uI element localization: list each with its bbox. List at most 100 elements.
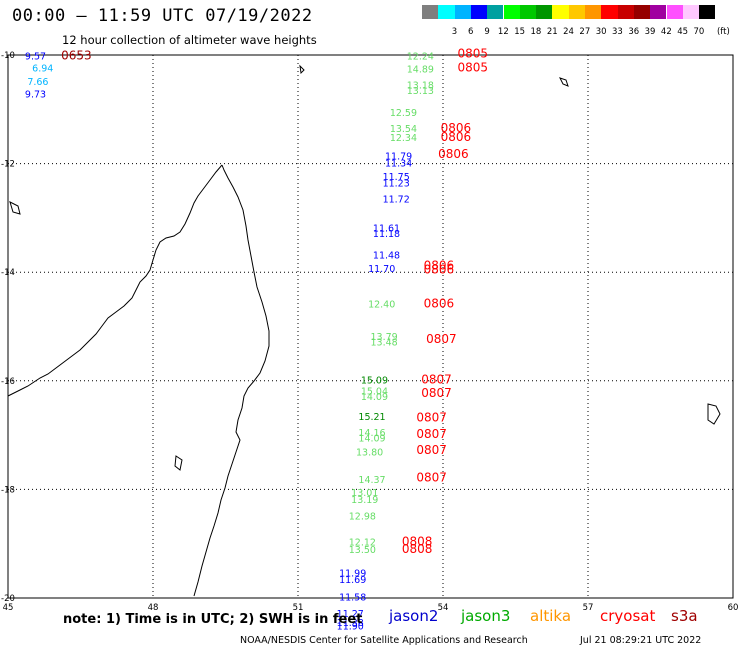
wave-height-label: 11.18 xyxy=(373,229,400,240)
color-swatch xyxy=(470,5,488,19)
legend-item-s3a: s3a xyxy=(671,607,698,625)
wave-height-label: 11.58 xyxy=(339,593,366,604)
wave-height-label: 13.01 xyxy=(351,488,378,499)
color-swatch xyxy=(552,5,569,19)
observation-time-label: 0807 xyxy=(416,470,447,484)
wave-height-label: 11.99 xyxy=(339,568,366,579)
wave-height-label: 9.57 xyxy=(25,51,46,62)
color-swatch xyxy=(487,5,504,19)
observation-time-label: 0807 xyxy=(421,373,452,387)
color-swatch xyxy=(633,5,651,19)
observation-time-label: 0808 xyxy=(402,542,433,556)
wave-height-label: 11.61 xyxy=(373,223,400,234)
observation-time-label: 0805 xyxy=(458,47,489,61)
observation-time-label: 0806 xyxy=(424,262,455,276)
observation-time-label: 0653 xyxy=(61,48,92,62)
wave-height-label: 11.70 xyxy=(368,264,395,275)
color-swatch xyxy=(666,5,683,19)
legend-item-jason2: jason2 xyxy=(389,607,439,625)
wave-height-label: 11.69 xyxy=(339,575,366,586)
wave-height-label: 15.09 xyxy=(361,376,388,387)
wave-height-label: 11.38 xyxy=(337,618,364,629)
map-subtitle: 12 hour collection of altimeter wave hei… xyxy=(62,33,317,47)
wave-height-label: 13.54 xyxy=(390,124,417,135)
observation-time-label: 0808 xyxy=(402,534,433,548)
color-scale-label: 9 xyxy=(484,27,490,37)
color-scale-label: 24 xyxy=(563,27,574,37)
wave-height-label: 11.34 xyxy=(385,158,412,169)
color-swatch xyxy=(601,5,618,19)
color-swatch xyxy=(422,5,439,19)
island xyxy=(299,64,305,75)
map-note: note: 1) Time is in UTC; 2) SWH is in fe… xyxy=(63,612,363,627)
longitude-tick-label: 60 xyxy=(728,603,739,613)
wave-height-label: 11.23 xyxy=(383,178,410,189)
map-frame xyxy=(7,54,734,599)
longitude-tick-label: 51 xyxy=(293,603,304,613)
color-scale-label: 18 xyxy=(530,27,542,37)
color-scale-label: 39 xyxy=(644,27,656,37)
color-swatch xyxy=(585,5,602,19)
wave-height-label: 13.48 xyxy=(371,338,398,349)
color-scale-label: 33 xyxy=(612,27,623,37)
lat-lon-grid xyxy=(8,55,733,598)
color-scale-label: 30 xyxy=(595,27,607,37)
color-scale-label: 12 xyxy=(497,27,509,37)
wave-height-label: 11.90 xyxy=(337,621,364,632)
color-scale-label: 36 xyxy=(628,27,640,37)
color-swatch xyxy=(454,5,471,19)
color-swatch xyxy=(503,5,520,19)
wave-height-label: 13.50 xyxy=(349,545,376,556)
wave-height-label: 12.59 xyxy=(390,108,417,119)
wave-height-label: 13.19 xyxy=(351,495,378,506)
legend-item-cryosat: cryosat xyxy=(600,607,656,625)
wave-height-label: 14.16 xyxy=(358,428,385,439)
observation-time-label: 0807 xyxy=(426,332,457,346)
color-scale-label: 70 xyxy=(693,27,705,37)
wave-height-label: 6.94 xyxy=(32,63,53,74)
longitude-tick-label: 54 xyxy=(438,603,449,613)
color-scale-label: 45 xyxy=(677,27,689,37)
wave-height-label: 11.27 xyxy=(337,609,364,620)
color-scale-label: 21 xyxy=(546,27,558,37)
wave-height-label: 15.04 xyxy=(361,386,388,397)
color-scale-label: 27 xyxy=(579,27,591,37)
color-scale-unit: (ft) xyxy=(716,27,730,37)
madagascar-coastline xyxy=(7,64,721,597)
observation-time-label: 0807 xyxy=(416,411,447,425)
map-axes: 45 48 51 54 57 60-10-12-14-16-18-20 xyxy=(1,51,738,613)
wave-height-label: 12.98 xyxy=(349,511,376,522)
wave-height-label: 12.34 xyxy=(390,133,417,144)
wave-height-label: 13.18 xyxy=(407,81,434,92)
observation-time-label: 0806 xyxy=(438,147,469,161)
wave-height-label: 15.21 xyxy=(358,412,385,423)
wave-height-label: 12.40 xyxy=(368,299,395,310)
color-swatch xyxy=(568,5,585,19)
latitude-tick-label: -20 xyxy=(1,594,15,604)
wave-height-label: 13.80 xyxy=(356,448,383,459)
agency-credit: NOAA/NESDIS Center for Satellite Applica… xyxy=(240,635,528,646)
color-scale-label: 15 xyxy=(514,27,526,37)
color-scale-label: 6 xyxy=(468,27,474,37)
observation-time-label: 0806 xyxy=(424,296,455,310)
island xyxy=(9,201,21,215)
wave-height-label: 11.48 xyxy=(373,251,400,262)
color-swatch xyxy=(438,5,455,19)
observation-time-label: 0806 xyxy=(424,258,455,272)
wave-height-label: 13.79 xyxy=(371,332,398,343)
wave-height-label: 14.09 xyxy=(361,392,388,403)
coastline xyxy=(7,164,270,597)
observation-times: 0653 080508050806080608060806080608060807… xyxy=(61,47,488,556)
longitude-tick-label: 57 xyxy=(583,603,594,613)
wave-height-label: 14.09 xyxy=(358,434,385,445)
observation-time-label: 0805 xyxy=(458,60,489,74)
longitude-tick-label: 45 xyxy=(3,603,14,613)
observation-time-label: 0807 xyxy=(421,386,452,400)
legend-item-altika: altika xyxy=(530,607,572,625)
observation-time-label: 0806 xyxy=(441,130,472,144)
wave-height-label: 11.79 xyxy=(385,151,412,162)
color-swatch xyxy=(682,5,700,19)
longitude-tick-label: 48 xyxy=(148,603,159,613)
island xyxy=(559,77,569,87)
color-swatch xyxy=(650,5,667,19)
